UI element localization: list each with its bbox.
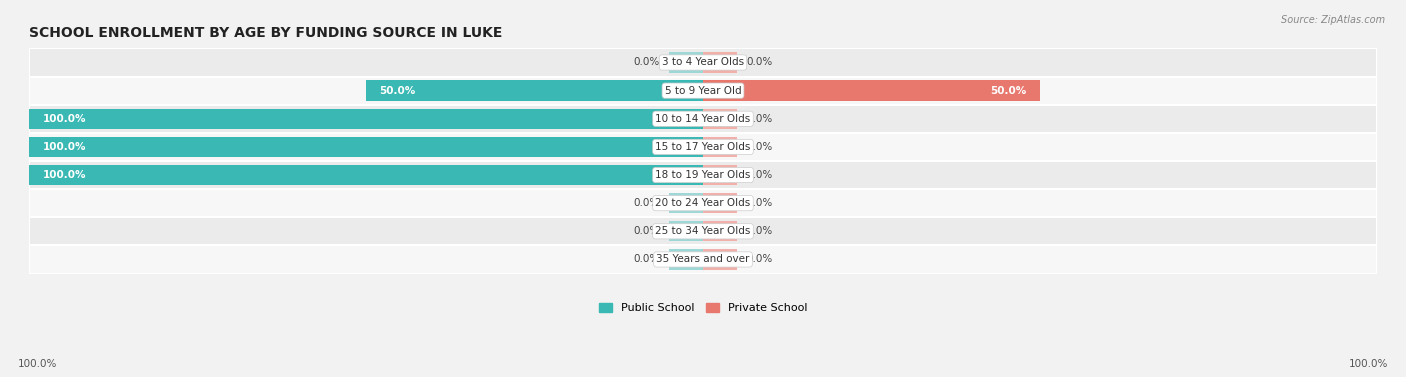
Bar [669,221,703,241]
Legend: Public School, Private School: Public School, Private School [595,298,811,317]
Text: 0.0%: 0.0% [633,254,659,264]
Bar [30,217,1376,245]
Bar [30,105,1376,133]
Bar [30,109,703,129]
Bar [703,249,737,270]
Bar [30,137,703,157]
Text: 0.0%: 0.0% [747,198,773,208]
Bar [703,165,737,185]
Text: 50.0%: 50.0% [990,86,1026,96]
Text: 25 to 34 Year Olds: 25 to 34 Year Olds [655,226,751,236]
Text: SCHOOL ENROLLMENT BY AGE BY FUNDING SOURCE IN LUKE: SCHOOL ENROLLMENT BY AGE BY FUNDING SOUR… [30,26,502,40]
Text: Source: ZipAtlas.com: Source: ZipAtlas.com [1281,15,1385,25]
Text: 100.0%: 100.0% [42,142,86,152]
Text: 35 Years and over: 35 Years and over [657,254,749,264]
Bar [366,81,703,101]
Text: 10 to 14 Year Olds: 10 to 14 Year Olds [655,114,751,124]
Text: 0.0%: 0.0% [747,226,773,236]
Bar [669,52,703,73]
Bar [30,77,1376,105]
Bar [669,193,703,213]
Bar [703,109,737,129]
Text: 50.0%: 50.0% [380,86,416,96]
Bar [30,165,703,185]
Bar [30,189,1376,217]
Bar [703,52,737,73]
Bar [669,249,703,270]
Text: 100.0%: 100.0% [42,114,86,124]
Bar [30,161,1376,189]
Text: 3 to 4 Year Olds: 3 to 4 Year Olds [662,57,744,67]
Text: 0.0%: 0.0% [633,198,659,208]
Text: 100.0%: 100.0% [18,359,58,369]
Text: 0.0%: 0.0% [747,254,773,264]
Text: 0.0%: 0.0% [747,114,773,124]
Bar [703,81,1040,101]
Bar [30,133,1376,161]
Text: 100.0%: 100.0% [1348,359,1388,369]
Bar [703,137,737,157]
Text: 100.0%: 100.0% [42,170,86,180]
Bar [703,193,737,213]
Text: 0.0%: 0.0% [633,57,659,67]
Text: 0.0%: 0.0% [747,57,773,67]
Text: 0.0%: 0.0% [747,142,773,152]
Text: 0.0%: 0.0% [747,170,773,180]
Bar [703,221,737,241]
Text: 18 to 19 Year Olds: 18 to 19 Year Olds [655,170,751,180]
Text: 0.0%: 0.0% [633,226,659,236]
Text: 5 to 9 Year Old: 5 to 9 Year Old [665,86,741,96]
Text: 20 to 24 Year Olds: 20 to 24 Year Olds [655,198,751,208]
Text: 15 to 17 Year Olds: 15 to 17 Year Olds [655,142,751,152]
Bar [30,245,1376,274]
Bar [30,48,1376,77]
